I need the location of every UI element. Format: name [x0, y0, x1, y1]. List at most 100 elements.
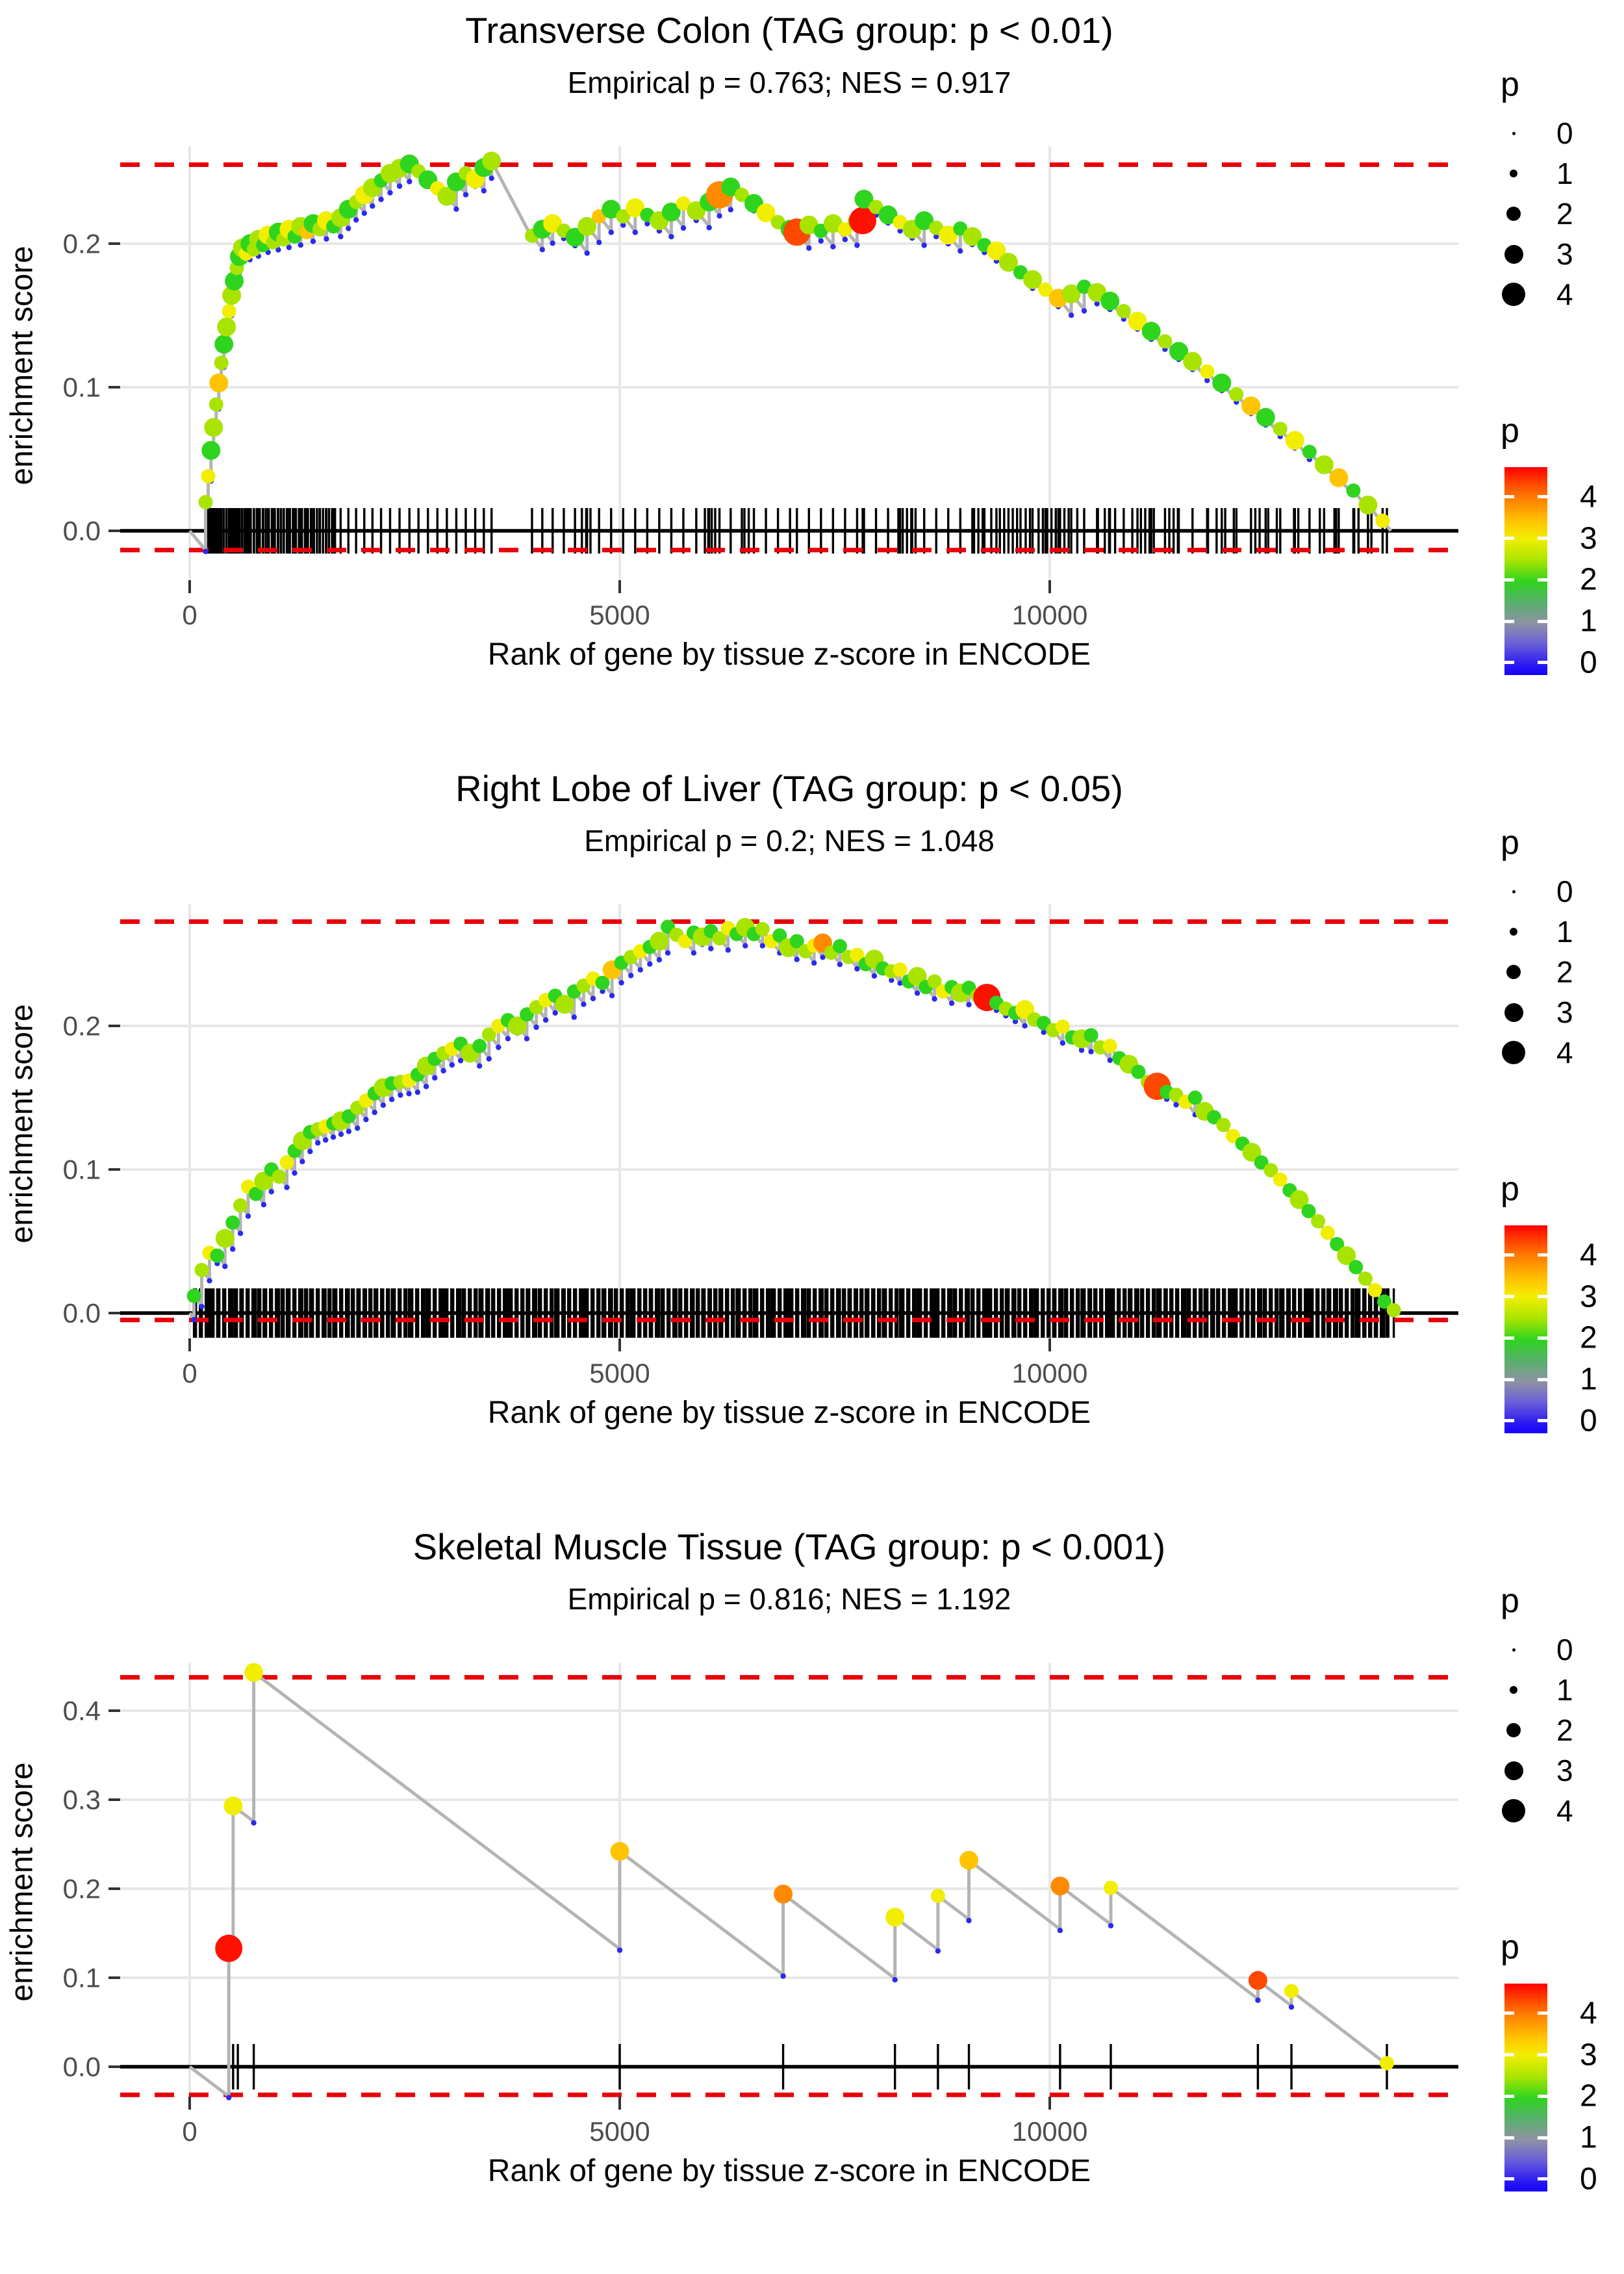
colorbar-tick: [1538, 2177, 1547, 2181]
svg-text:5000: 5000: [589, 2116, 650, 2147]
legend-label: 0: [1556, 875, 1573, 908]
color-gradient-bar: [1504, 1984, 1547, 2191]
svg-text:0: 0: [182, 600, 197, 630]
size-legend-entry: 4: [1489, 1791, 1622, 1831]
svg-text:0.0: 0.0: [63, 2052, 101, 2082]
svg-text:0.2: 0.2: [63, 1011, 101, 1041]
legend-dot-icon: [1510, 928, 1517, 936]
svg-text:0: 0: [182, 1358, 197, 1388]
svg-text:0.2: 0.2: [63, 1874, 101, 1904]
x-axis-title: Rank of gene by tissue z-score in ENCODE: [487, 2154, 1091, 2188]
colorbar-tick: [1538, 1295, 1547, 1299]
legend-dot-icon: [1510, 1686, 1517, 1694]
colorbar-tick: [1538, 578, 1547, 581]
colorbar-tick: [1504, 1295, 1514, 1299]
size-legend-entry: 3: [1489, 234, 1622, 274]
legend-label: 4: [1556, 1036, 1573, 1069]
colorbar-tick: [1504, 661, 1514, 665]
panel-subtitle: Empirical p = 0.816; NES = 1.192: [567, 1582, 1011, 1616]
legend-dot-icon: [1510, 170, 1517, 177]
colorbar-tick: [1538, 537, 1547, 541]
size-legend: p 0 1 2 3 4: [1489, 65, 1622, 314]
size-legend-entry: 1: [1489, 912, 1622, 952]
legend-dot-icon: [1502, 283, 1525, 306]
size-legend-entry: 0: [1489, 871, 1622, 912]
svg-text:0.1: 0.1: [63, 1963, 101, 1993]
legend-dot-icon: [1502, 1041, 1525, 1064]
colorbar-tick: [1504, 2136, 1514, 2140]
legend-label: 1: [1556, 915, 1573, 949]
legend-dot-icon: [1512, 889, 1516, 893]
colorbar-tick: [1504, 2012, 1514, 2015]
colorbar-label: 0: [1580, 645, 1597, 680]
colorbar-tick: [1538, 1377, 1547, 1381]
svg-text:5000: 5000: [589, 1358, 650, 1388]
colorbar-tick: [1538, 1253, 1547, 1257]
legend-label: 2: [1556, 1713, 1573, 1747]
colorbar-label: 4: [1580, 1238, 1597, 1273]
y-axis-title: enrichment score: [5, 1004, 40, 1244]
size-legend-entry: 1: [1489, 153, 1622, 194]
colorbar-label: 3: [1580, 1279, 1597, 1314]
legend-dot-icon: [1502, 1799, 1525, 1822]
colorbar-label: 3: [1580, 521, 1597, 556]
svg-text:5000: 5000: [589, 600, 650, 630]
color-legend: p 4 3 2 1 0: [1489, 1928, 1622, 2211]
panel-transverse-colon: 0 5000 10000 0.0 0.1 0.2 Transverse Colon (TA…: [0, 0, 1624, 758]
svg-text:0.0: 0.0: [63, 516, 101, 546]
y-axis-title: enrichment score: [5, 246, 40, 485]
size-legend-entry: 0: [1489, 113, 1622, 153]
colorbar-tick: [1504, 1336, 1514, 1340]
plot-area: 0 5000 10000 0.0 0.1 0.2: [63, 904, 1458, 1388]
legend-label: 3: [1556, 1754, 1573, 1787]
colorbar-tick: [1504, 2094, 1514, 2098]
colorbar-label: 0: [1580, 1403, 1597, 1438]
legend-label: 4: [1556, 277, 1573, 311]
colorbar-tick: [1538, 1419, 1547, 1423]
legend-label: 1: [1556, 157, 1573, 190]
colorbar-tick: [1538, 2012, 1547, 2015]
colorbar-tick: [1538, 2136, 1547, 2140]
panel-title: Right Lobe of Liver (TAG group: p < 0.05…: [455, 768, 1123, 809]
colorbar-tick: [1538, 2053, 1547, 2057]
legend-label: 0: [1556, 116, 1573, 150]
colorbar-label: 4: [1580, 1996, 1597, 2031]
colorbar-label: 2: [1580, 2078, 1597, 2114]
colorbar-tick: [1504, 1253, 1514, 1257]
size-legend-rows: 0 1 2 3 4: [1489, 871, 1622, 1073]
color-legend-bar-wrap: 4 3 2 1 0: [1489, 1225, 1622, 1453]
color-legend: p 4 3 2 1 0: [1489, 411, 1622, 695]
size-legend-entry: 4: [1489, 1032, 1622, 1073]
color-legend-bar-wrap: 4 3 2 1 0: [1489, 467, 1622, 695]
colorbar-tick: [1504, 619, 1514, 623]
size-legend-rows: 0 1 2 3 4: [1489, 1629, 1622, 1831]
colorbar-label: 2: [1580, 1320, 1597, 1355]
legend-label: 2: [1556, 955, 1573, 989]
colorbar-tick: [1504, 1419, 1514, 1423]
legend-dot-icon: [1504, 244, 1523, 264]
colorbar-tick: [1504, 2053, 1514, 2057]
colorbar-tick: [1538, 661, 1547, 665]
colorbar-tick: [1538, 495, 1547, 499]
size-legend-entry: 3: [1489, 992, 1622, 1032]
size-legend: p 0 1 2 3 4: [1489, 823, 1622, 1073]
colorbar-label: 0: [1580, 2162, 1597, 2197]
color-legend-bar-wrap: 4 3 2 1 0: [1489, 1984, 1622, 2211]
colorbar-tick: [1538, 1336, 1547, 1340]
legend-label: 3: [1556, 995, 1573, 1029]
colorbar-label: 2: [1580, 562, 1597, 597]
legend-dot-icon: [1504, 1761, 1523, 1780]
color-legend-title: p: [1501, 1170, 1519, 1208]
legend-label: 2: [1556, 197, 1573, 231]
color-gradient-bar: [1504, 1225, 1547, 1433]
legend-dot-icon: [1512, 1648, 1516, 1652]
svg-text:10000: 10000: [1012, 1358, 1088, 1388]
size-legend-entry: 0: [1489, 1629, 1622, 1670]
colorbar-label: 1: [1580, 604, 1597, 639]
size-legend-title: p: [1501, 824, 1519, 862]
legend-dot-icon: [1506, 207, 1521, 221]
svg-text:10000: 10000: [1012, 600, 1088, 630]
color-legend-title: p: [1501, 412, 1519, 450]
colorbar-tick: [1504, 578, 1514, 581]
